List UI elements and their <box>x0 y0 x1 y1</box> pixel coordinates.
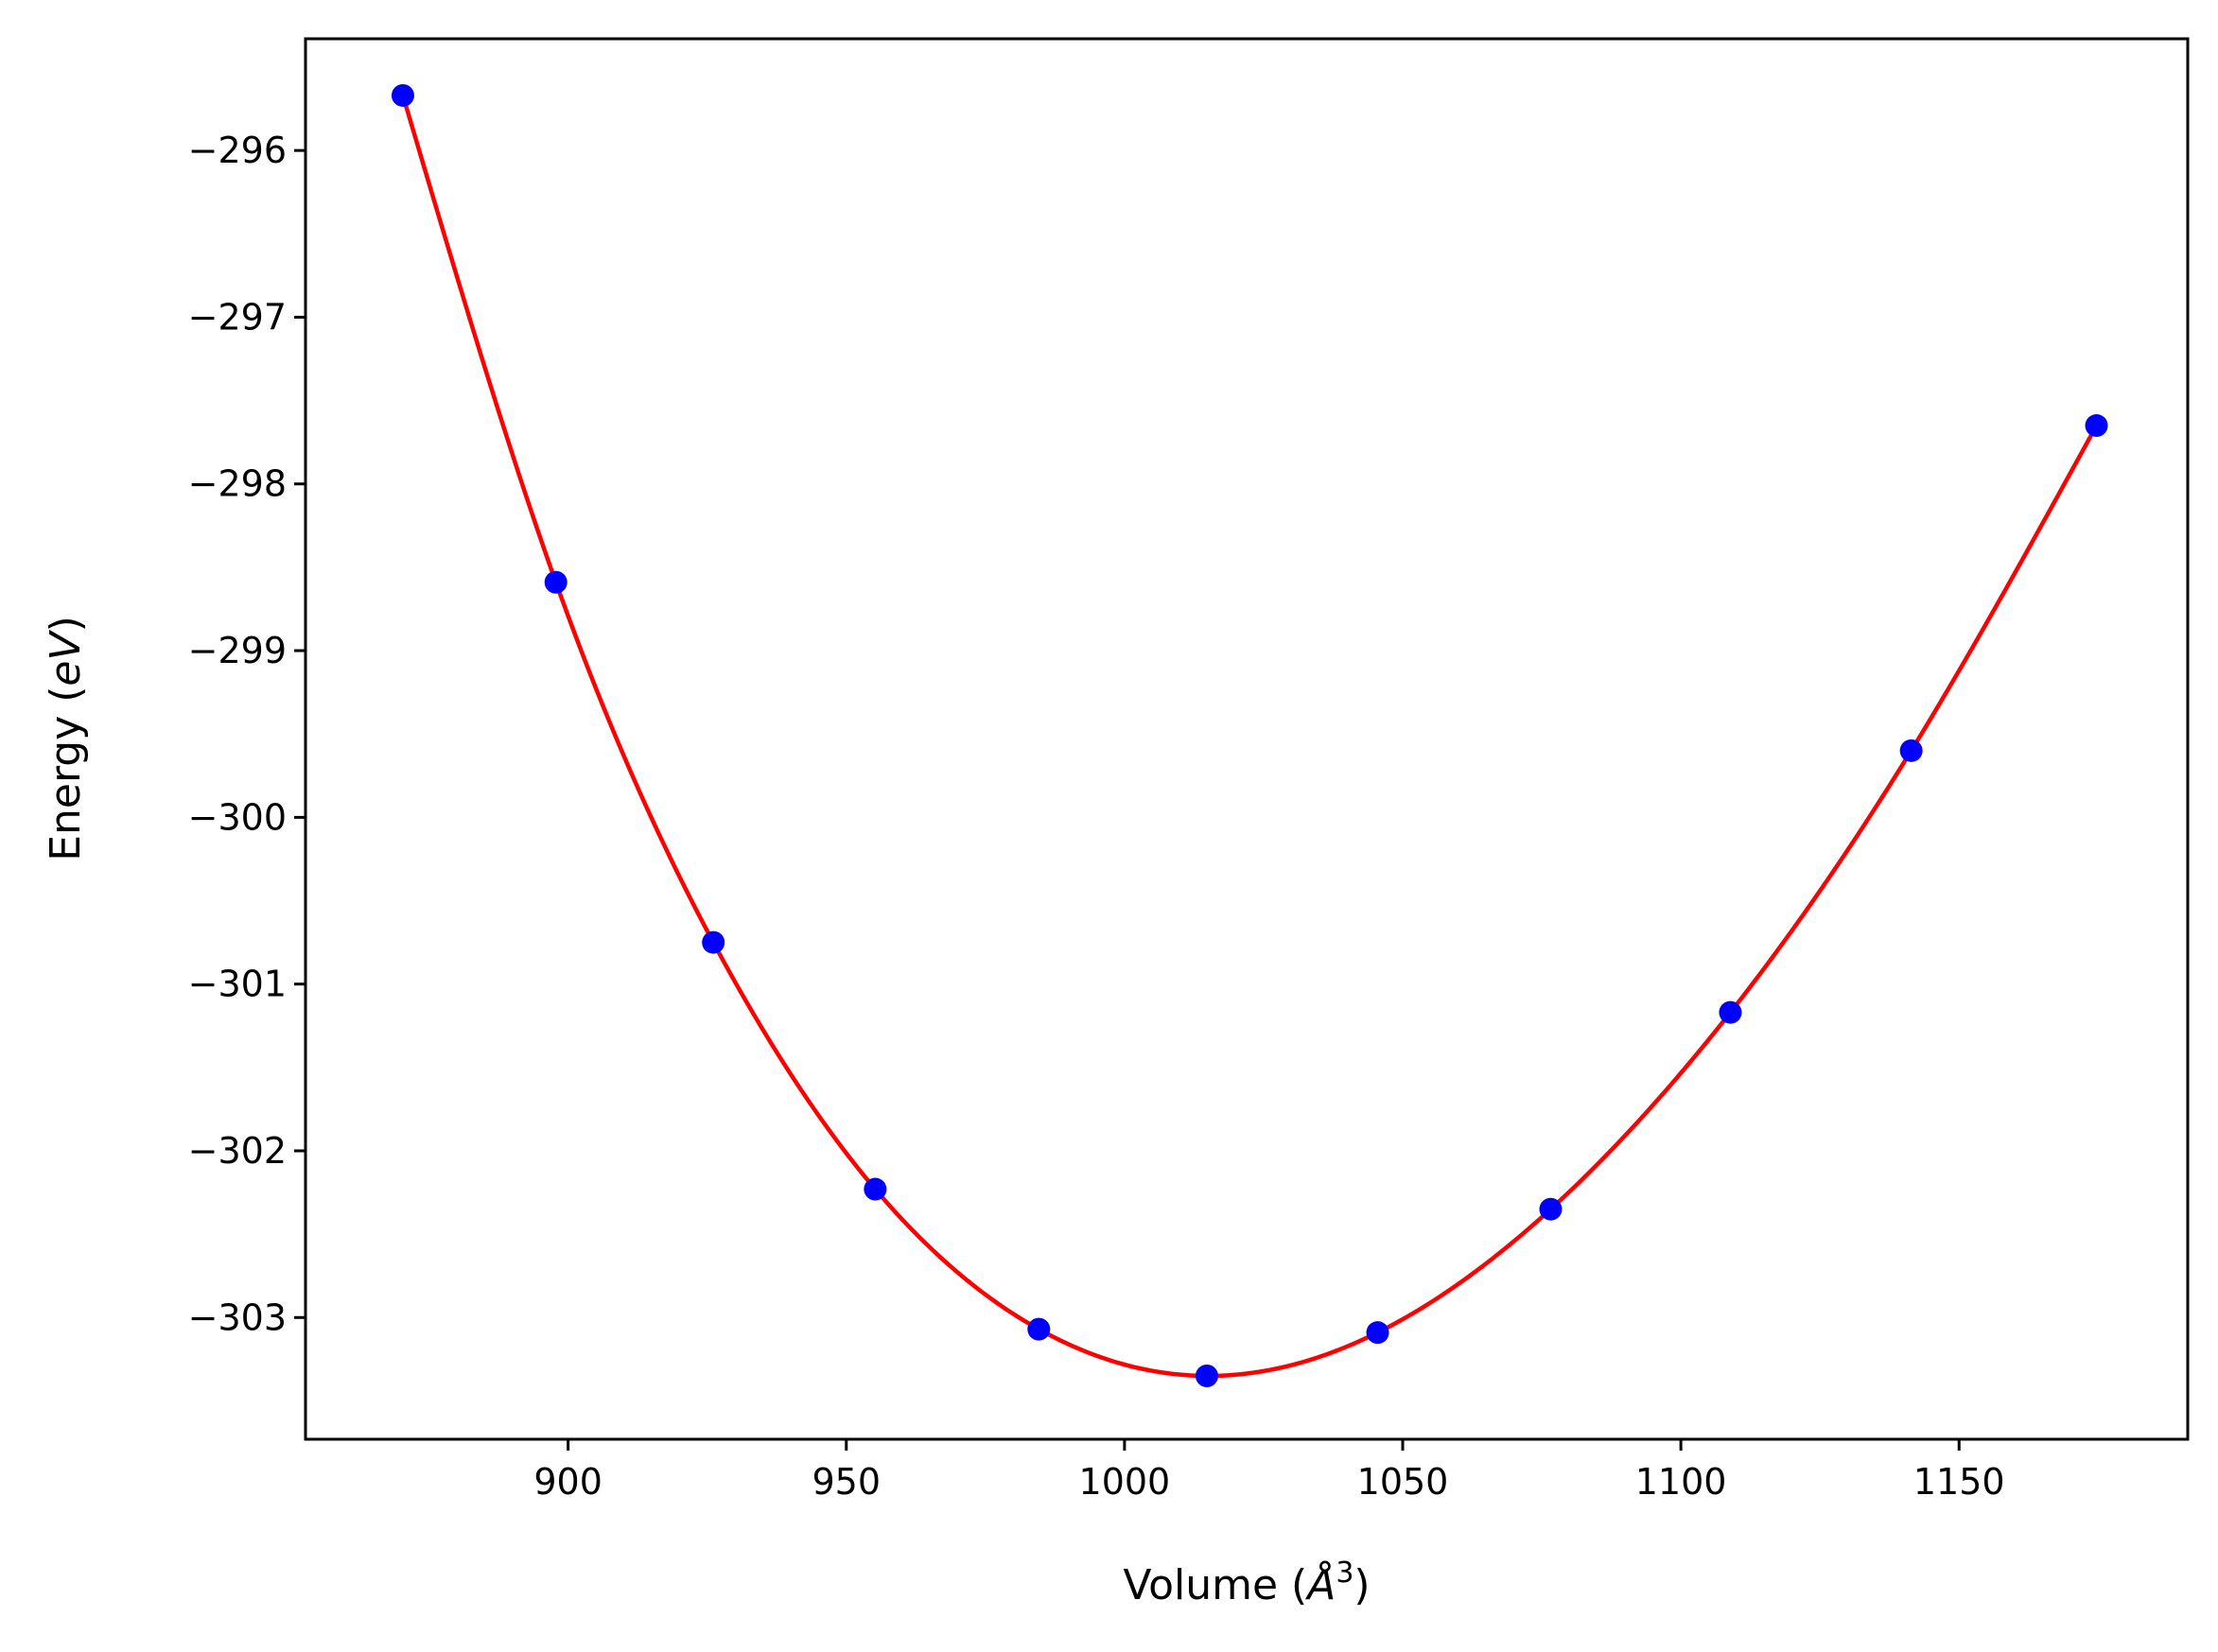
y-tick-label: −296 <box>188 130 287 171</box>
y-tick-label: −297 <box>188 296 287 338</box>
plot-frame <box>304 37 2190 1441</box>
data-point <box>1899 739 1923 762</box>
y-tick-label: −299 <box>188 630 287 671</box>
data-point <box>702 930 725 954</box>
data-point <box>2085 414 2108 438</box>
x-tick-label: 900 <box>533 1461 603 1503</box>
y-tick-label: −302 <box>188 1130 287 1172</box>
data-point <box>1366 1321 1389 1345</box>
data-point <box>1539 1197 1563 1221</box>
data-point <box>1027 1317 1051 1341</box>
data-point <box>391 83 414 107</box>
y-tick-label: −300 <box>188 796 287 838</box>
y-axis-ticks: −296 −297 −298 −299 −300 −301 −302 −303 <box>188 130 306 1338</box>
data-points-layer <box>391 83 2108 1388</box>
y-tick-label: −301 <box>188 964 287 1005</box>
x-tick-label: 1150 <box>1913 1461 2005 1503</box>
data-point <box>1719 1000 1742 1024</box>
y-tick-label: −303 <box>188 1296 287 1338</box>
x-axis-ticks: 900 950 1000 1050 1100 1150 <box>533 1439 2005 1503</box>
data-point <box>864 1177 887 1201</box>
y-axis-label: Energy (eV) <box>42 616 90 861</box>
data-point <box>544 570 568 594</box>
x-tick-label: 1050 <box>1357 1461 1449 1503</box>
data-point <box>1195 1365 1218 1388</box>
x-tick-label: 950 <box>812 1461 881 1503</box>
x-tick-label: 1100 <box>1635 1461 1727 1503</box>
x-tick-label: 1000 <box>1079 1461 1171 1503</box>
y-tick-label: −298 <box>188 463 287 505</box>
x-axis-label: Volume (Å3) <box>1123 1556 1370 1609</box>
